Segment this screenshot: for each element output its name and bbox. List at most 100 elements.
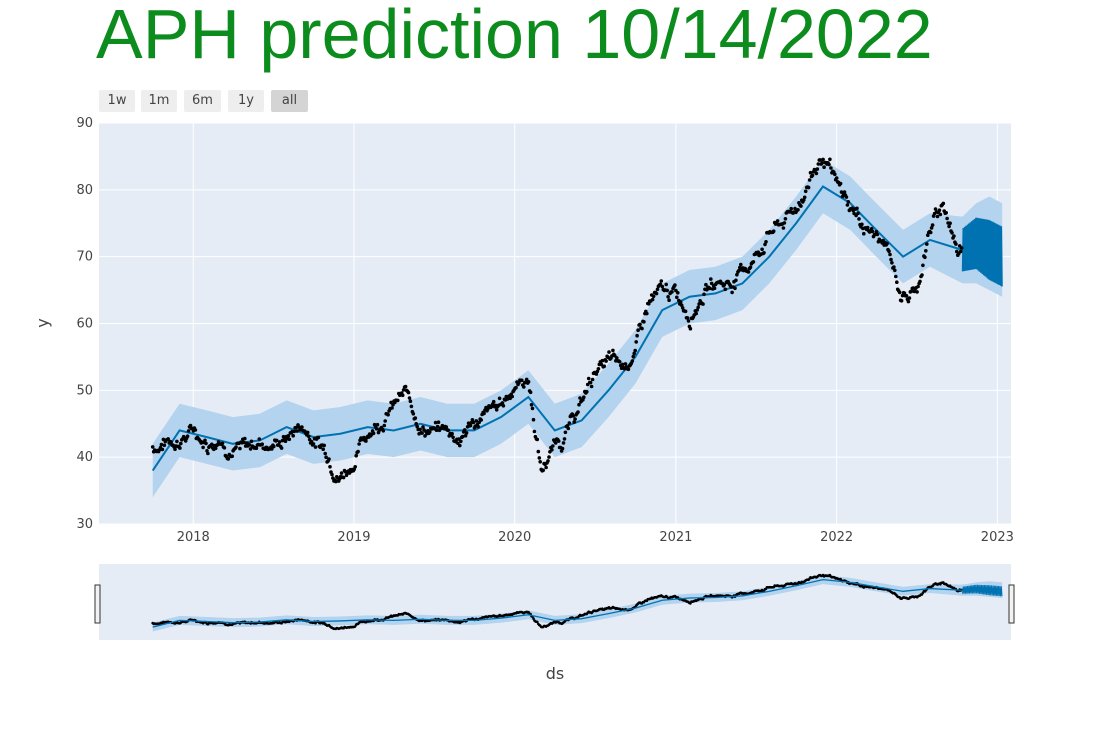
- observed-point: [311, 442, 316, 446]
- observed-point: [589, 384, 594, 389]
- observed-point: [909, 289, 914, 294]
- observed-point: [279, 446, 284, 450]
- observed-point: [541, 468, 545, 473]
- observed-point: [536, 620, 539, 624]
- observed-point: [941, 201, 946, 206]
- observed-point: [935, 214, 940, 219]
- range-button-6m[interactable]: 6m: [184, 90, 221, 112]
- observed-point: [537, 456, 542, 460]
- observed-point: [888, 252, 892, 257]
- observed-point: [607, 350, 611, 354]
- observed-point: [806, 185, 811, 190]
- observed-point: [670, 290, 674, 294]
- observed-point: [829, 166, 833, 170]
- y-tick-label: 30: [76, 517, 93, 532]
- observed-point: [860, 222, 864, 227]
- observed-point: [386, 412, 390, 417]
- observed-point: [547, 455, 551, 459]
- observed-point: [482, 411, 486, 416]
- observed-point: [300, 425, 304, 429]
- observed-point: [479, 418, 484, 422]
- observed-point: [556, 439, 561, 443]
- observed-point: [948, 221, 952, 225]
- observed-point: [915, 290, 919, 294]
- observed-point: [286, 434, 291, 438]
- observed-point: [666, 295, 670, 299]
- observed-point: [166, 437, 170, 441]
- observed-point: [929, 226, 934, 230]
- observed-point: [638, 322, 642, 327]
- observed-point: [538, 460, 542, 464]
- x-axis-title: ds: [546, 664, 565, 683]
- observed-point: [159, 442, 164, 447]
- range-button-1y[interactable]: 1y: [228, 90, 264, 112]
- observed-point: [856, 211, 860, 216]
- chart-title: APH prediction 10/14/2022: [96, 0, 933, 73]
- observed-point: [815, 167, 820, 171]
- observed-point: [623, 362, 628, 366]
- observed-point: [434, 428, 439, 433]
- observed-point: [546, 459, 550, 463]
- observed-point: [567, 421, 572, 425]
- observed-point: [611, 348, 615, 353]
- range-button-1m[interactable]: 1m: [141, 90, 177, 112]
- observed-point: [330, 472, 334, 477]
- observed-point: [418, 427, 422, 432]
- observed-point: [287, 437, 292, 442]
- observed-point: [415, 424, 420, 429]
- observed-point: [617, 360, 622, 364]
- observed-point: [413, 416, 418, 420]
- observed-point: [551, 444, 555, 448]
- observed-point: [408, 399, 413, 404]
- observed-point: [230, 454, 234, 459]
- observed-point: [626, 367, 631, 372]
- observed-point: [277, 440, 282, 444]
- forecast-line-path: [152, 578, 963, 628]
- observed-point: [206, 451, 210, 456]
- observed-point: [916, 284, 920, 289]
- observed-point: [730, 290, 734, 295]
- observed-point: [921, 263, 925, 268]
- observed-point: [175, 439, 179, 444]
- observed-point: [928, 230, 933, 235]
- observed-point: [664, 282, 668, 287]
- observed-point: [321, 447, 326, 452]
- x-tick-label: 2018: [177, 530, 210, 545]
- observed-point: [680, 306, 685, 310]
- observed-point: [328, 465, 332, 469]
- observed-point: [383, 419, 388, 423]
- observed-point: [959, 246, 964, 250]
- range-slider-left-handle[interactable]: [94, 584, 101, 624]
- observed-point: [204, 441, 208, 446]
- observed-point: [723, 287, 728, 292]
- observed-point: [536, 449, 541, 454]
- range-button-all[interactable]: all: [271, 90, 308, 112]
- observed-point: [685, 316, 690, 320]
- observed-point: [450, 431, 454, 436]
- observed-point: [920, 273, 924, 277]
- observed-point: [821, 157, 825, 162]
- observed-point: [566, 426, 571, 431]
- observed-point: [292, 429, 297, 434]
- range-slider-right-handle[interactable]: [1008, 584, 1015, 624]
- observed-point: [751, 260, 756, 264]
- range-button-1w[interactable]: 1w: [99, 90, 135, 112]
- observed-point: [407, 396, 412, 400]
- uncertainty-band: [152, 159, 1003, 498]
- observed-point: [937, 208, 942, 212]
- observed-point: [535, 437, 540, 442]
- observed-point: [234, 445, 238, 449]
- observed-point: [660, 284, 665, 289]
- observed-point: [620, 362, 625, 367]
- observed-point: [958, 249, 963, 254]
- observed-point: [892, 265, 896, 269]
- observed-point: [582, 395, 586, 400]
- observed-point: [874, 229, 879, 234]
- range-slider[interactable]: [94, 564, 1015, 640]
- observed-point: [833, 172, 837, 177]
- observed-point: [414, 422, 419, 426]
- x-tick-label: 2021: [659, 530, 692, 545]
- observed-point: [188, 423, 193, 428]
- observed-point: [169, 440, 173, 444]
